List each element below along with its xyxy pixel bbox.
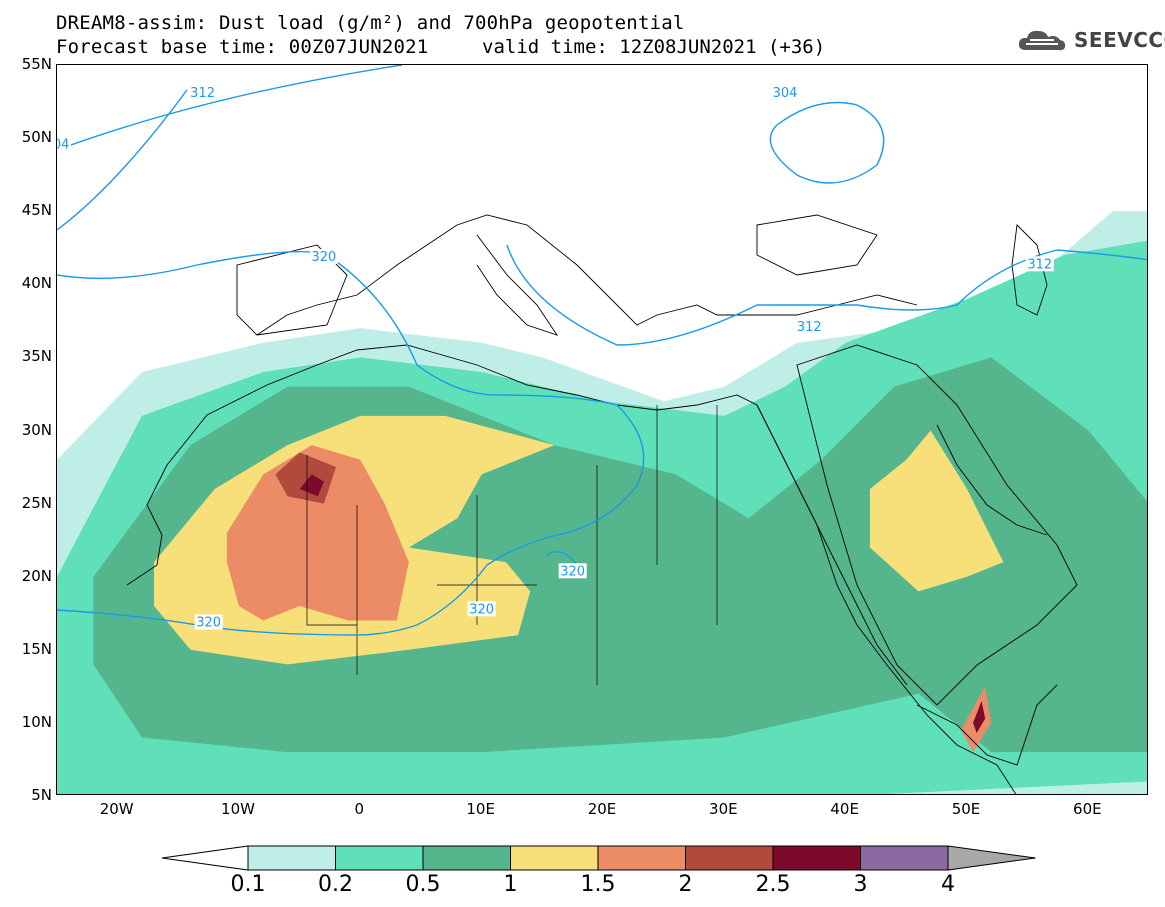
colorbar-cell <box>422 845 511 871</box>
longitude-tick-label: 20W <box>99 800 134 818</box>
svg-text:320: 320 <box>469 602 494 617</box>
longitude-tick-label: 10W <box>221 800 255 818</box>
italy-outline <box>476 234 559 336</box>
colorbar-label: 1 <box>503 872 518 897</box>
dust-layer <box>57 211 1147 794</box>
contour-312-east <box>506 244 1147 346</box>
colorbar-label: 0.2 <box>318 872 353 897</box>
svg-text:304: 304 <box>773 86 798 101</box>
longitude-tick-label: 10E <box>466 800 495 818</box>
svg-text:320: 320 <box>560 564 585 579</box>
svg-text:320: 320 <box>196 615 221 630</box>
contour-label: 304 <box>57 136 71 152</box>
contour-label: 320 <box>558 563 587 579</box>
dust-region-level-7 <box>299 474 324 497</box>
latitude-tick-label: 25N <box>21 493 52 512</box>
colorbar-over-triangle <box>947 845 1036 871</box>
contour-label: 312 <box>188 85 217 101</box>
colorbar-cell <box>247 845 336 871</box>
colorbar-label: 1.5 <box>580 872 616 897</box>
latitude-tick-label: 55N <box>21 55 52 73</box>
longitude-tick-label: 60E <box>1073 800 1102 818</box>
latitude-tick-label: 15N <box>21 639 52 658</box>
colorbar-label: 2.5 <box>755 872 791 897</box>
europe-coastline <box>256 214 918 336</box>
latitude-tick-label: 40N <box>21 274 52 293</box>
latitude-tick-label: 5N <box>31 786 52 804</box>
contour-label: 320 <box>467 601 496 617</box>
colorbar-label: 3 <box>853 872 868 897</box>
longitude-tick-label: 0 <box>354 800 365 818</box>
caspian-outline <box>1011 224 1048 316</box>
colorbar-cell <box>685 845 774 871</box>
iberia-outline <box>236 244 348 336</box>
latitude-tick-label: 20N <box>21 566 52 585</box>
longitude-tick-label: 20E <box>587 800 617 818</box>
red-sea-outline <box>756 404 908 686</box>
contour-304-west <box>57 89 188 231</box>
map-title: DREAM8-assim: Dust load (g/m²) and 700hP… <box>56 12 685 34</box>
colorbar-cell <box>772 845 861 871</box>
colorbar <box>161 845 1036 871</box>
contour-label: 320 <box>194 614 223 630</box>
colorbar-label: 2 <box>678 872 693 897</box>
contour-312-north <box>57 65 403 151</box>
contour-labels-layer: 312 304 304 320 312 312 320 320 320 <box>57 85 1054 630</box>
dust-region-level-7 <box>973 700 986 734</box>
colorbar-under-triangle <box>161 845 249 871</box>
border-lines <box>306 405 718 685</box>
latitude-tick-label: 35N <box>21 347 52 366</box>
colorbar-label: 0.1 <box>230 872 266 897</box>
svg-text:304: 304 <box>57 137 69 152</box>
dust-region-level-4 <box>869 430 1004 592</box>
latitude-tick-label: 30N <box>21 420 52 439</box>
svg-text:312: 312 <box>1027 257 1052 272</box>
colorbar-label: 4 <box>941 872 955 897</box>
svg-text:312: 312 <box>190 86 215 101</box>
contour-label: 320 <box>309 248 338 265</box>
colorbar-cell <box>860 845 949 871</box>
seevccc-logo: SEEVCCC <box>1016 26 1165 54</box>
persian-gulf-outline <box>936 424 1048 536</box>
svg-text:312: 312 <box>797 320 822 335</box>
dust-region-level-5 <box>226 445 409 621</box>
dust-region-level-6 <box>275 452 337 504</box>
longitude-tick-label: 40E <box>830 800 859 818</box>
horn-africa-outline <box>916 684 1058 766</box>
forecast-base-time: Forecast base time: 00Z07JUN2021 <box>56 36 429 58</box>
latitude-tick-label: 45N <box>21 201 52 220</box>
dust-map: 312 304 304 320 312 312 320 320 320 <box>57 65 1147 794</box>
latitude-tick-label: 10N <box>21 712 52 731</box>
longitude-tick-label: 50E <box>951 800 981 818</box>
contour-label: 312 <box>1025 256 1054 272</box>
contour-label: 312 <box>795 319 824 335</box>
coastline-layer <box>126 214 1078 794</box>
colorbar-cell <box>510 845 599 871</box>
longitude-tick-label: 30E <box>709 800 738 818</box>
svg-text:320: 320 <box>312 250 337 265</box>
logo-text: SEEVCCC <box>1074 28 1165 52</box>
cloud-icon <box>1018 30 1066 51</box>
contour-320-inner <box>546 551 578 566</box>
colorbar-cell <box>335 845 424 871</box>
contour-304-east <box>769 101 885 184</box>
valid-time: valid time: 12Z08JUN2021 (+36) <box>482 36 826 58</box>
colorbar-label: 0.5 <box>405 872 441 897</box>
contour-label: 304 <box>771 85 799 101</box>
colorbar-cells <box>161 845 1036 871</box>
arabia-outline <box>796 344 1078 706</box>
latitude-tick-label: 50N <box>21 128 52 147</box>
colorbar-cell <box>597 845 686 871</box>
map-area[interactable]: 312 304 304 320 312 312 320 320 320 <box>56 64 1148 795</box>
black-sea-outline <box>756 214 878 276</box>
